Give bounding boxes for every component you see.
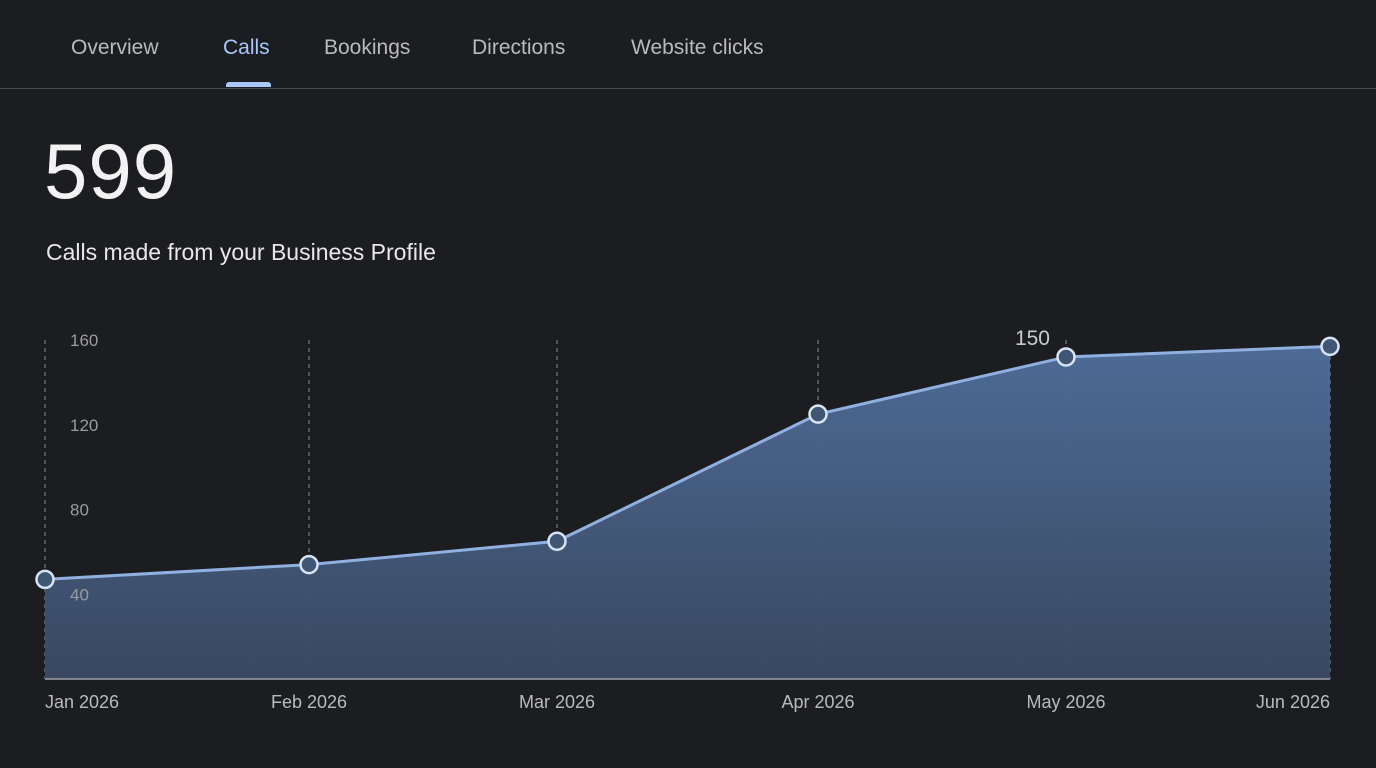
- y-tick-label: 80: [70, 501, 89, 520]
- data-point-may-2026[interactable]: [1056, 347, 1076, 367]
- series-line: [44, 344, 1331, 581]
- tab-bookings[interactable]: Bookings: [324, 36, 411, 59]
- calls-total: 599: [44, 127, 178, 215]
- x-tick-label: Mar 2026: [519, 692, 595, 712]
- x-tick-label: May 2026: [1026, 692, 1105, 712]
- active-tab-indicator: [226, 82, 271, 87]
- y-tick-label: 40: [70, 585, 89, 604]
- tab-website-clicks[interactable]: Website clicks: [631, 36, 764, 59]
- tab-bar: Overview Calls Bookings Directions Websi…: [0, 0, 1376, 89]
- data-point-jun-2026[interactable]: [1320, 336, 1340, 357]
- data-point-apr-2026[interactable]: [808, 404, 828, 424]
- x-tick-label: Apr 2026: [781, 692, 854, 712]
- data-label: 150: [1015, 327, 1050, 350]
- data-point-feb-2026[interactable]: [299, 554, 319, 575]
- y-tick-label: 120: [70, 416, 98, 435]
- x-tick-label: Feb 2026: [271, 692, 347, 712]
- tab-overview[interactable]: Overview: [71, 36, 159, 59]
- tab-calls[interactable]: Calls: [223, 36, 270, 59]
- calls-description: Calls made from your Business Profile: [46, 239, 436, 265]
- tab-directions[interactable]: Directions: [472, 36, 566, 59]
- data-point-jan-2026[interactable]: [35, 569, 55, 590]
- x-tick-label: Jan 2026: [45, 692, 119, 712]
- data-point-mar-2026[interactable]: [547, 531, 567, 552]
- y-tick-label: 160: [70, 331, 98, 350]
- x-tick-label: Jun 2026: [1256, 692, 1330, 712]
- area-fill: [45, 346, 1330, 679]
